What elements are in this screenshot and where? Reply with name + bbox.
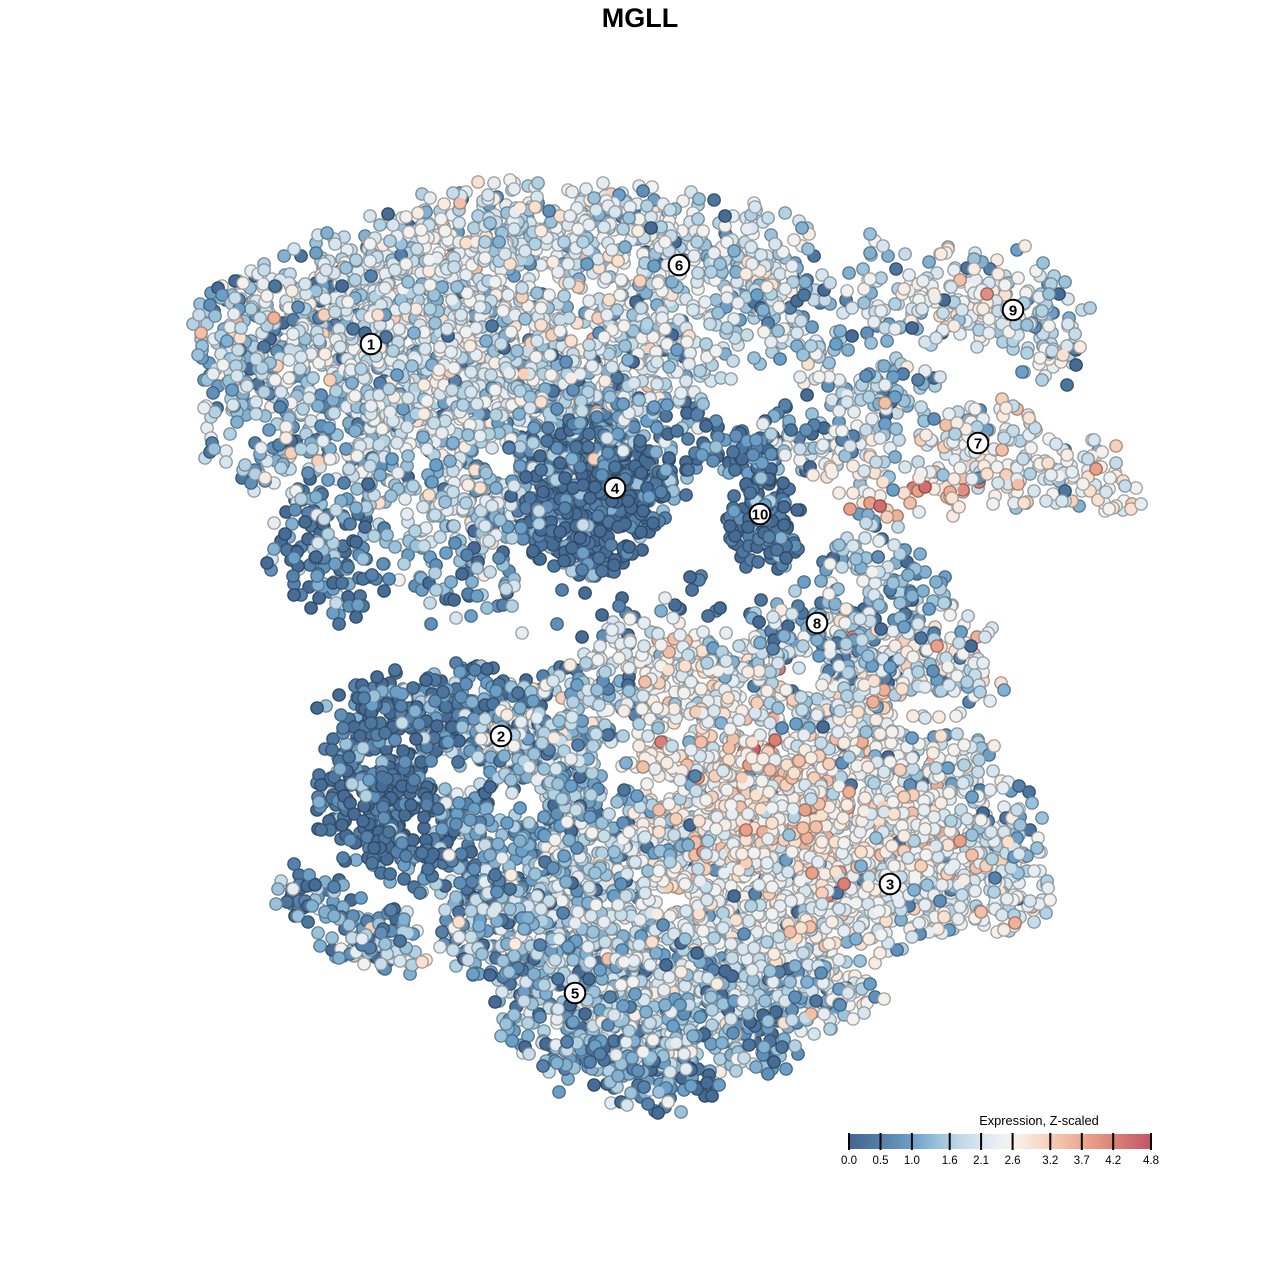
svg-text:3: 3 <box>886 876 894 893</box>
svg-text:2.6: 2.6 <box>1005 1155 1021 1167</box>
svg-text:4.2: 4.2 <box>1105 1155 1121 1167</box>
svg-text:7: 7 <box>974 435 982 452</box>
svg-text:6: 6 <box>675 257 683 274</box>
svg-text:Expression, Z-scaled: Expression, Z-scaled <box>979 1113 1098 1128</box>
svg-text:1: 1 <box>367 336 375 353</box>
svg-text:0.5: 0.5 <box>873 1155 889 1167</box>
svg-text:8: 8 <box>813 615 821 632</box>
svg-text:3.7: 3.7 <box>1074 1155 1090 1167</box>
svg-text:4: 4 <box>611 480 620 497</box>
svg-text:9: 9 <box>1009 302 1017 319</box>
svg-text:2: 2 <box>497 728 505 745</box>
svg-text:1.0: 1.0 <box>904 1155 920 1167</box>
svg-text:3.2: 3.2 <box>1042 1155 1058 1167</box>
svg-text:0.0: 0.0 <box>841 1155 857 1167</box>
svg-text:10: 10 <box>752 506 769 523</box>
svg-text:1.6: 1.6 <box>942 1155 958 1167</box>
svg-text:4.8: 4.8 <box>1143 1155 1159 1167</box>
svg-text:MGLL: MGLL <box>602 3 678 33</box>
svg-text:2.1: 2.1 <box>973 1155 989 1167</box>
svg-text:5: 5 <box>571 985 579 1002</box>
